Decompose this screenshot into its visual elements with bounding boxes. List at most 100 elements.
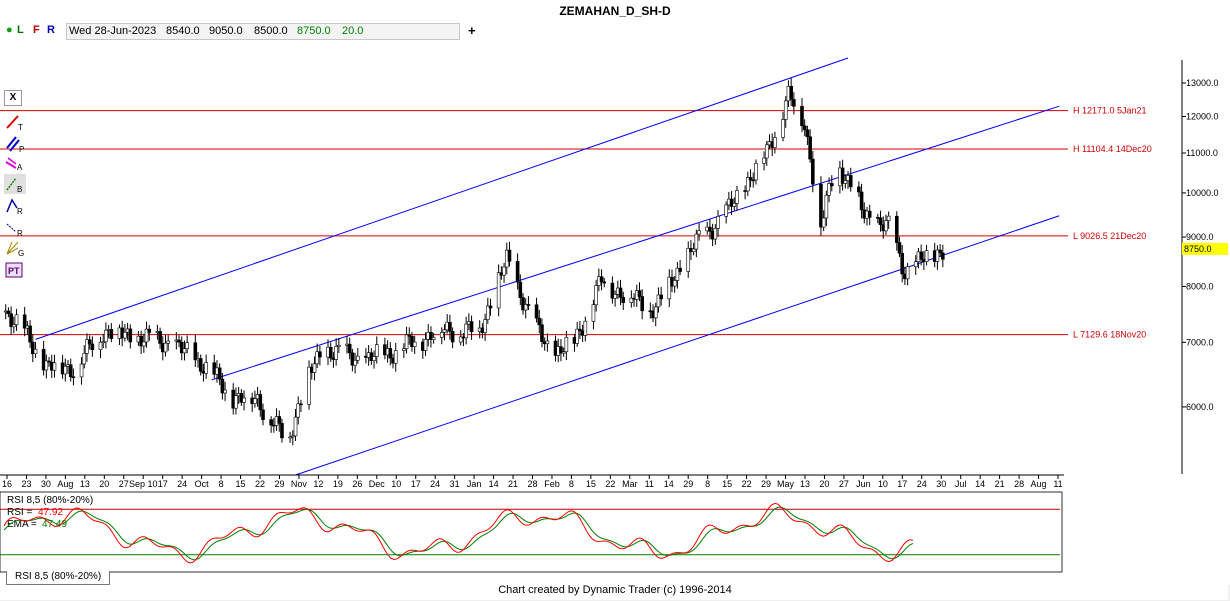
candle-body	[179, 341, 184, 354]
candle-body	[242, 397, 246, 403]
retracement-icon: R	[6, 223, 23, 238]
candle-body	[334, 346, 338, 360]
candle-body	[393, 350, 398, 364]
bar-open: 8540.0	[166, 25, 200, 37]
candle-body	[223, 389, 227, 394]
candle-body	[523, 304, 528, 311]
candle-body	[691, 248, 696, 253]
candle-body	[450, 331, 455, 343]
add-button[interactable]: +	[468, 23, 476, 38]
channel-line	[295, 215, 1060, 476]
candle-body	[754, 163, 758, 181]
candle-body	[602, 281, 607, 284]
candle-body	[564, 337, 569, 353]
band-icon: B	[6, 177, 22, 194]
candle-body	[935, 249, 940, 262]
x-tick-label: 8	[705, 479, 710, 489]
candle-body	[515, 260, 520, 283]
candle-body	[867, 210, 872, 218]
candle-body	[144, 328, 149, 343]
candle-body	[128, 328, 133, 343]
ohlc-readout: Wed 28-Jun-2023 8540.0 9050.0 8500.0 875…	[66, 23, 460, 40]
pt-tool-button[interactable]: PT	[4, 260, 26, 280]
candle-body	[177, 339, 181, 343]
x-tick-label: 20	[99, 479, 109, 489]
candle-body	[253, 398, 257, 405]
candle-body	[843, 180, 848, 184]
bar-close: 8750.0	[297, 25, 331, 37]
candle-body	[123, 331, 127, 339]
candle-body	[261, 409, 265, 420]
candle-body	[594, 285, 598, 306]
candle-body	[802, 125, 807, 131]
candle-body	[328, 346, 333, 359]
indicator-r[interactable]: R	[47, 24, 55, 36]
candle-body	[163, 342, 168, 353]
candle-body	[142, 341, 146, 347]
candle-body	[919, 251, 923, 260]
x-tick-label: Aug	[57, 479, 73, 489]
candle-body	[637, 290, 642, 297]
parallel-tool-button[interactable]: P	[4, 134, 26, 154]
bar-high: 9050.0	[209, 25, 243, 37]
candle-body	[656, 294, 661, 308]
rsi-title: RSI 8,5 (80%-20%)	[7, 495, 93, 506]
drawing-toolbar: X T P A B R R G PT	[2, 90, 28, 280]
bar-date: Wed 28-Jun-2023	[69, 25, 157, 37]
svg-text:A: A	[17, 163, 23, 172]
candle-body	[613, 294, 617, 299]
x-tick-label: 24	[917, 479, 927, 489]
candle-body	[33, 348, 38, 355]
svg-text:T: T	[18, 123, 23, 132]
retracement-tool-button[interactable]: R	[4, 218, 26, 238]
candle-body	[431, 337, 436, 340]
candle-body	[388, 348, 393, 359]
x-tick-label: 27	[839, 479, 849, 489]
candle-body	[878, 217, 883, 225]
candle-body	[347, 343, 352, 354]
x-tick-label: 29	[274, 479, 284, 489]
candle-body	[469, 321, 474, 332]
candle-body	[629, 297, 634, 303]
candle-body	[640, 296, 644, 312]
x-tick-label: 21	[508, 479, 518, 489]
candle-body	[98, 341, 103, 351]
ratio-tool-button[interactable]: R	[4, 196, 26, 216]
x-tick-label: 10	[878, 479, 888, 489]
candle-body	[938, 249, 942, 254]
chart-title: ZEMAHAN_D_SH-D	[0, 0, 1230, 22]
trendline-tool-button[interactable]: T	[4, 112, 26, 132]
candle-body	[697, 230, 701, 235]
x-tick-label: 19	[333, 479, 343, 489]
candle-body	[71, 376, 76, 379]
candle-body	[44, 360, 49, 371]
candle-body	[374, 344, 379, 357]
channel-line	[35, 57, 849, 340]
bar-change: 20.0	[342, 25, 364, 37]
candle-body	[193, 342, 198, 361]
rsi-tab[interactable]: RSI 8,5 (80%-20%)	[6, 571, 111, 585]
x-tick-label: 12	[313, 479, 323, 489]
y-tick-label: 7000.0	[1186, 337, 1214, 347]
candle-body	[808, 136, 812, 160]
candle-body	[109, 329, 114, 339]
candle-body	[746, 177, 750, 192]
candle-body	[537, 317, 542, 326]
x-tick-label: 13	[80, 479, 90, 489]
candle-body	[423, 339, 428, 351]
indicator-l[interactable]: L	[17, 24, 24, 36]
band-tool-button[interactable]: B	[4, 174, 26, 194]
candle-body	[9, 313, 13, 328]
candle-body	[732, 203, 737, 207]
close-toolbar-button[interactable]: X	[4, 90, 22, 106]
andrews-tool-button[interactable]: A	[4, 154, 26, 174]
gann-tool-button[interactable]: G	[4, 238, 26, 258]
rsi-value: 47.92	[38, 507, 63, 518]
candle-body	[296, 403, 301, 418]
price-line-label: L 9026.5 21Dec20	[1073, 231, 1146, 241]
indicator-f[interactable]: F	[33, 24, 40, 36]
candle-body	[659, 294, 663, 300]
y-tick-label: 9000.0	[1186, 232, 1214, 242]
candle-body	[924, 250, 929, 262]
candle-body	[356, 355, 360, 361]
